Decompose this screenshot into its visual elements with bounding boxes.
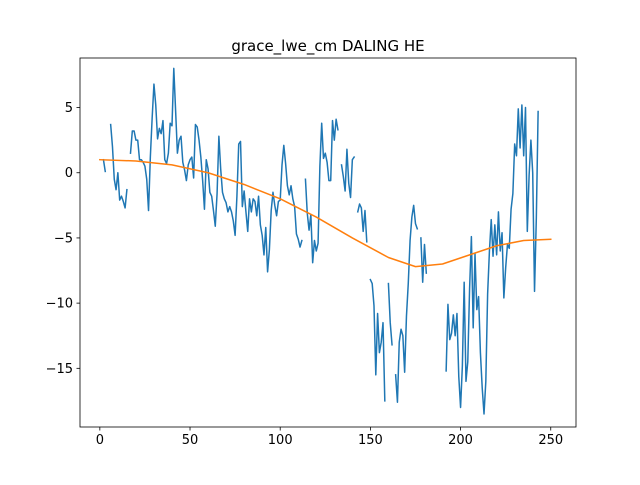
y-tick-label: 0 [65,166,73,181]
y-tick-label: −10 [46,297,73,312]
x-tick-label: 250 [538,433,563,448]
series-0-line [445,104,539,415]
series-0-line [420,237,428,284]
x-tick-label: 0 [96,433,104,448]
axes-frame [79,57,577,428]
x-tick-label: 150 [358,433,383,448]
series-0-line [102,158,107,173]
series-0-line [356,203,368,243]
x-tick-label: 50 [182,433,199,448]
chart-title: grace_lwe_cm DALING HE [231,37,424,56]
series-0-line [340,148,356,199]
plot-area: 0 50 100 150 200 250 −15 −10 −5 0 5 [46,57,577,448]
series-0-line [369,278,386,402]
x-tick-label: 100 [268,433,293,448]
x-tick-label: 200 [448,433,473,448]
y-tick-label: −15 [46,362,73,377]
y-tick-label: 5 [65,101,73,116]
series-0-line [394,204,419,403]
series-0-line [129,67,303,273]
series-0-line [387,282,393,346]
series-1-line [99,158,552,268]
series-0-line [109,123,128,209]
y-tick-label: −5 [54,231,73,246]
